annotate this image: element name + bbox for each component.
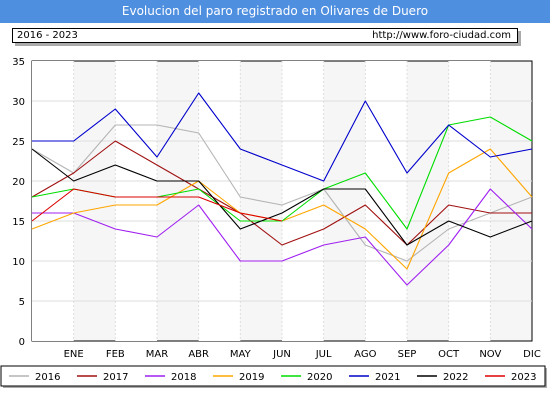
x-tick-label: AGO <box>354 349 376 360</box>
period-label: 2016 - 2023 <box>17 30 78 41</box>
series-line-2021 <box>32 92 533 182</box>
y-tick-label: 10 <box>12 257 25 268</box>
legend-label: 2018 <box>171 372 196 383</box>
legend: 2016 2017 2018 2019 2020 2021 2022 2023 <box>0 365 547 388</box>
plot-band <box>32 61 74 341</box>
plot-band <box>448 61 491 341</box>
series-line-2017 <box>31 140 532 246</box>
y-tick-label: 5 <box>19 297 25 308</box>
plot-band <box>115 61 157 341</box>
x-tick-label: SEP <box>398 349 417 360</box>
y-axis: 0 5 10 15 20 25 30 35 <box>12 57 25 348</box>
y-tick-label: 30 <box>12 97 25 108</box>
legend-label: 2021 <box>375 372 400 383</box>
chart-title: Evolucion del paro registrado en Olivare… <box>0 0 550 23</box>
x-tick-label: ABR <box>188 349 209 360</box>
series-line-2023 <box>31 188 283 222</box>
y-tick-label: 20 <box>12 177 25 188</box>
x-tick-label: ENE <box>64 349 84 360</box>
legend-label: 2019 <box>239 372 264 383</box>
x-tick-label: OCT <box>438 349 460 360</box>
legend-label: 2016 <box>35 372 60 383</box>
source-url: http://www.foro-ciudad.com <box>372 30 511 41</box>
x-tick-label: NOV <box>479 349 501 360</box>
legend-box <box>0 365 546 387</box>
legend-label: 2020 <box>307 372 332 383</box>
x-tick-label: JUL <box>315 349 332 360</box>
series-lines <box>31 92 533 286</box>
x-tick-label: MAY <box>230 349 252 360</box>
x-tick-label: FEB <box>106 349 125 360</box>
x-axis: ENE FEB MAR ABR MAY JUN JUL AGO SEP OCT NOV DIC <box>64 349 541 360</box>
x-tick-label: JUN <box>272 349 291 360</box>
legend-label: 2017 <box>103 372 128 383</box>
x-tick-label: MAR <box>146 349 168 360</box>
y-tick-label: 15 <box>12 217 25 228</box>
legend-label: 2022 <box>443 372 468 383</box>
series-line-2016 <box>31 124 533 262</box>
plot-bands <box>32 61 491 341</box>
legend-label: 2023 <box>511 372 536 383</box>
y-tick-label: 35 <box>12 57 25 68</box>
y-tick-label: 0 <box>19 337 25 348</box>
x-tick-label: DIC <box>523 349 541 360</box>
info-box: 2016 - 2023 http://www.foro-ciudad.com <box>12 28 518 43</box>
y-tick-label: 25 <box>12 137 25 148</box>
series-line-2022 <box>31 148 533 246</box>
series-line-2018 <box>32 188 533 286</box>
